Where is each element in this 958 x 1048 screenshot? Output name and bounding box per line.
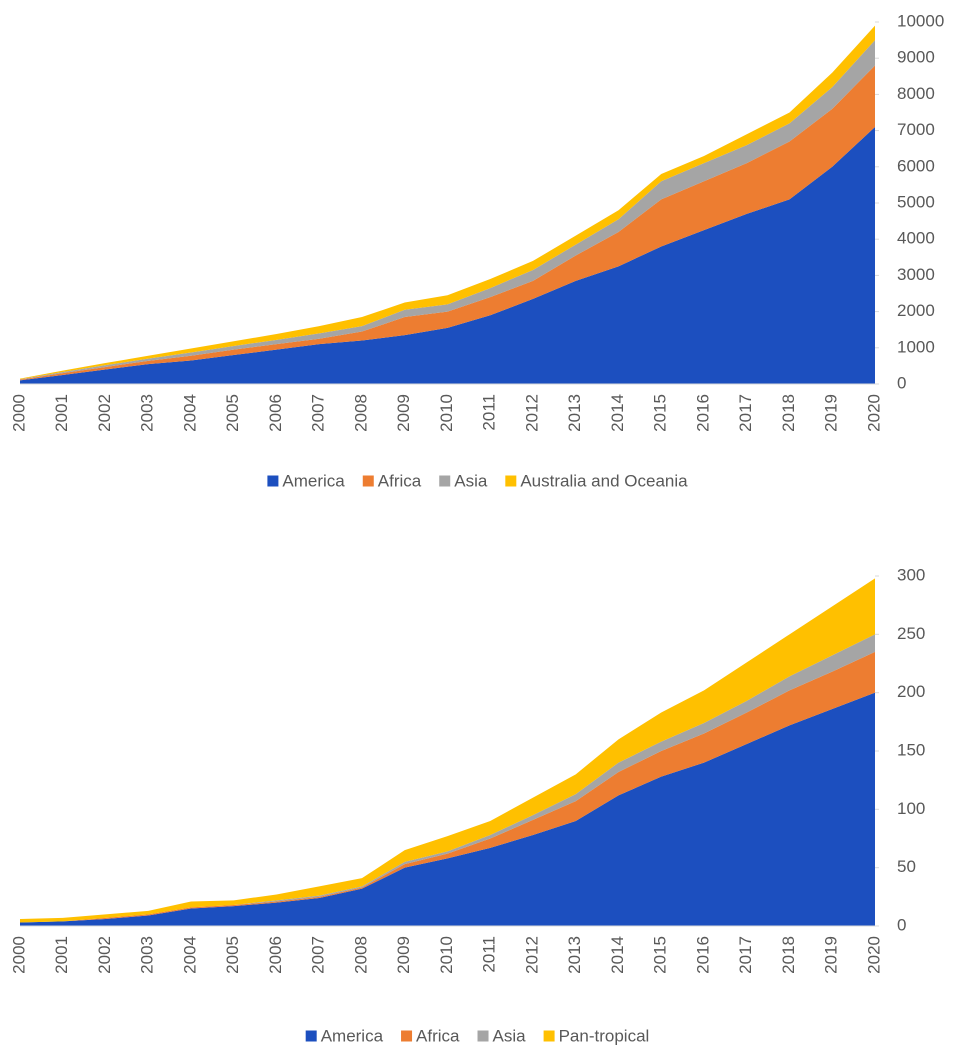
x-tick-label: 2004: [180, 394, 199, 432]
y-tick-label: 6000: [897, 156, 935, 175]
x-tick-label: 2001: [52, 394, 71, 432]
y-tick-label: 100: [897, 799, 925, 818]
y-tick-label: 1000: [897, 337, 935, 356]
legend-swatch: [362, 475, 374, 487]
legend-swatch: [477, 1030, 489, 1042]
x-tick-label: 2013: [565, 394, 584, 432]
x-tick-label: 2000: [9, 394, 28, 432]
x-tick-label: 2006: [266, 936, 285, 974]
x-tick-label: 2018: [779, 936, 798, 974]
y-tick-label: 150: [897, 740, 925, 759]
area: [20, 692, 875, 926]
y-tick-label: 9000: [897, 48, 935, 67]
legend-swatch: [439, 475, 451, 487]
area: [20, 65, 875, 381]
y-tick-label: 2000: [897, 301, 935, 320]
x-tick-label: 2018: [779, 394, 798, 432]
legend-label: America: [321, 1026, 384, 1045]
x-tick-label: 2007: [309, 394, 328, 432]
y-tick-label: 250: [897, 624, 925, 643]
x-tick-label: 2007: [309, 936, 328, 974]
y-tick-label: 0: [897, 915, 906, 934]
legend-label: Asia: [454, 471, 488, 490]
y-tick-label: 10000: [897, 11, 944, 30]
legend-swatch: [401, 1030, 413, 1042]
y-tick-label: 0: [897, 373, 906, 392]
x-tick-label: 2005: [223, 394, 242, 432]
legend-label: Africa: [378, 471, 422, 490]
x-tick-label: 2005: [223, 936, 242, 974]
x-tick-label: 2002: [95, 936, 114, 974]
x-tick-label: 2019: [822, 394, 841, 432]
x-tick-label: 2003: [138, 936, 157, 974]
x-tick-label: 2004: [180, 936, 199, 974]
x-tick-label: 2012: [522, 936, 541, 974]
x-tick-label: 2000: [9, 936, 28, 974]
y-tick-label: 3000: [897, 265, 935, 284]
legend-label: Pan-tropical: [559, 1026, 650, 1045]
legend-swatch: [267, 475, 279, 487]
x-tick-label: 2001: [52, 936, 71, 974]
x-tick-label: 2019: [822, 936, 841, 974]
legend-label: Australia and Oceania: [520, 471, 688, 490]
x-tick-label: 2015: [651, 394, 670, 432]
legend-swatch: [305, 1030, 317, 1042]
x-tick-label: 2011: [480, 394, 499, 431]
x-tick-label: 2006: [266, 394, 285, 432]
x-tick-label: 2003: [138, 394, 157, 432]
x-tick-label: 2009: [394, 394, 413, 432]
legend-swatch: [505, 475, 517, 487]
x-tick-label: 2016: [693, 936, 712, 974]
y-tick-label: 300: [897, 565, 925, 584]
x-tick-label: 2008: [351, 394, 370, 432]
x-tick-label: 2010: [437, 936, 456, 974]
x-tick-label: 2009: [394, 936, 413, 974]
legend-label: Asia: [493, 1026, 527, 1045]
area: [20, 126, 875, 384]
x-tick-label: 2002: [95, 394, 114, 432]
y-tick-label: 50: [897, 857, 916, 876]
x-tick-label: 2017: [736, 394, 755, 432]
x-tick-label: 2015: [651, 936, 670, 974]
y-tick-label: 8000: [897, 84, 935, 103]
legend-label: America: [282, 471, 345, 490]
x-tick-label: 2014: [608, 394, 627, 432]
x-tick-label: 2012: [522, 394, 541, 432]
x-tick-label: 2020: [864, 936, 883, 974]
x-tick-label: 2020: [864, 394, 883, 432]
legend-label: Africa: [416, 1026, 460, 1045]
y-tick-label: 200: [897, 682, 925, 701]
x-tick-label: 2016: [693, 394, 712, 432]
x-tick-label: 2008: [351, 936, 370, 974]
y-tick-label: 4000: [897, 229, 935, 248]
x-tick-label: 2011: [480, 936, 499, 973]
x-tick-label: 2010: [437, 394, 456, 432]
x-tick-label: 2014: [608, 936, 627, 974]
y-tick-label: 5000: [897, 192, 935, 211]
x-tick-label: 2017: [736, 936, 755, 974]
legend-swatch: [543, 1030, 555, 1042]
x-tick-label: 2013: [565, 936, 584, 974]
y-tick-label: 7000: [897, 120, 935, 139]
